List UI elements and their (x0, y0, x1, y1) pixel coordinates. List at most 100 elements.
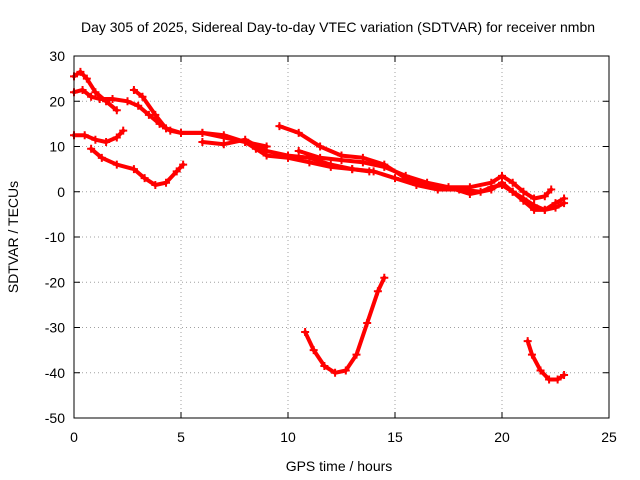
y-tick-label: 20 (49, 93, 65, 109)
data-point (560, 371, 569, 380)
data-point (380, 162, 389, 171)
data-point (162, 124, 171, 133)
data-point (365, 167, 374, 176)
data-point (309, 346, 318, 355)
data-point (487, 185, 496, 194)
data-point (301, 328, 310, 337)
data-point (129, 165, 138, 174)
y-tick-label: 0 (57, 184, 65, 200)
data-point (551, 199, 560, 208)
ticks: 0 5 10 15 20 25 -50 -40 -30 -20 -10 0 10 20 30 (45, 48, 617, 445)
x-tick-label: 25 (601, 429, 617, 445)
y-axis-label: SDTVAR / TECUs (5, 181, 21, 293)
data-point (219, 140, 228, 149)
y-tick-label: 30 (49, 48, 65, 64)
data-point (527, 350, 536, 359)
x-tick-label: 15 (387, 429, 403, 445)
data-point (341, 366, 350, 375)
data-point (331, 368, 340, 377)
x-tick-label: 0 (70, 429, 78, 445)
x-tick-label: 5 (177, 429, 185, 445)
data-point (177, 128, 185, 137)
data-point (198, 137, 207, 146)
series-group (70, 67, 569, 384)
data-point (519, 196, 528, 205)
y-tick-label: 10 (49, 139, 65, 155)
data-point (87, 92, 96, 101)
data-point (391, 174, 399, 183)
data-point (465, 190, 474, 199)
data-point (80, 131, 89, 140)
data-point (294, 128, 303, 137)
data-point (444, 183, 453, 192)
data-point (380, 273, 389, 282)
y-tick-label: -10 (45, 229, 65, 245)
data-point (119, 126, 128, 135)
series-arc-8 (294, 147, 569, 214)
data-point (112, 106, 121, 115)
data-point (423, 178, 432, 187)
data-point (560, 194, 569, 203)
data-point (102, 137, 111, 146)
data-point (138, 92, 147, 101)
data-point (91, 135, 100, 144)
data-point (373, 287, 382, 296)
data-point (241, 135, 250, 144)
data-point (179, 160, 188, 169)
x-tick-label: 10 (280, 429, 296, 445)
data-point (275, 122, 284, 131)
data-point (82, 74, 91, 83)
data-point (198, 128, 207, 137)
y-tick-label: -20 (45, 274, 65, 290)
data-point (553, 375, 562, 384)
data-point (352, 350, 361, 359)
data-point (363, 318, 372, 327)
data-point (108, 94, 117, 103)
data-point (523, 337, 532, 346)
series-arc-10 (523, 337, 569, 384)
data-point (172, 167, 181, 176)
data-point (78, 85, 87, 94)
data-point (151, 180, 160, 189)
data-point (545, 375, 554, 384)
y-tick-label: -40 (45, 365, 65, 381)
data-point (508, 187, 517, 196)
data-point (508, 178, 517, 187)
data-point (151, 110, 160, 119)
data-point (140, 174, 149, 183)
x-axis-label: GPS time / hours (286, 458, 393, 474)
data-point (498, 178, 506, 187)
grid (74, 56, 609, 418)
data-point (219, 133, 228, 142)
data-point (326, 160, 335, 169)
data-point (284, 151, 292, 160)
chart-title: Day 305 of 2025, Sidereal Day-to-day VTE… (81, 19, 595, 35)
series-arc-4 (87, 144, 188, 189)
data-point (519, 187, 528, 196)
data-point (129, 85, 138, 94)
data-point (123, 97, 132, 106)
data-point (134, 101, 143, 110)
series-arc-9 (301, 273, 389, 377)
data-point (91, 88, 100, 97)
data-point (547, 185, 556, 194)
y-tick-label: -50 (45, 410, 65, 426)
data-point (337, 156, 346, 165)
x-tick-label: 20 (494, 429, 510, 445)
data-point (530, 194, 539, 203)
data-point (316, 153, 325, 162)
data-point (320, 361, 329, 370)
data-point (112, 133, 121, 142)
data-point (87, 144, 96, 153)
data-point (348, 165, 357, 174)
data-point (401, 171, 410, 180)
data-point (76, 67, 85, 76)
data-point (316, 142, 325, 151)
data-point (498, 171, 506, 180)
data-point (358, 158, 367, 167)
data-point (97, 153, 106, 162)
data-point (530, 205, 539, 214)
data-point (487, 178, 496, 187)
